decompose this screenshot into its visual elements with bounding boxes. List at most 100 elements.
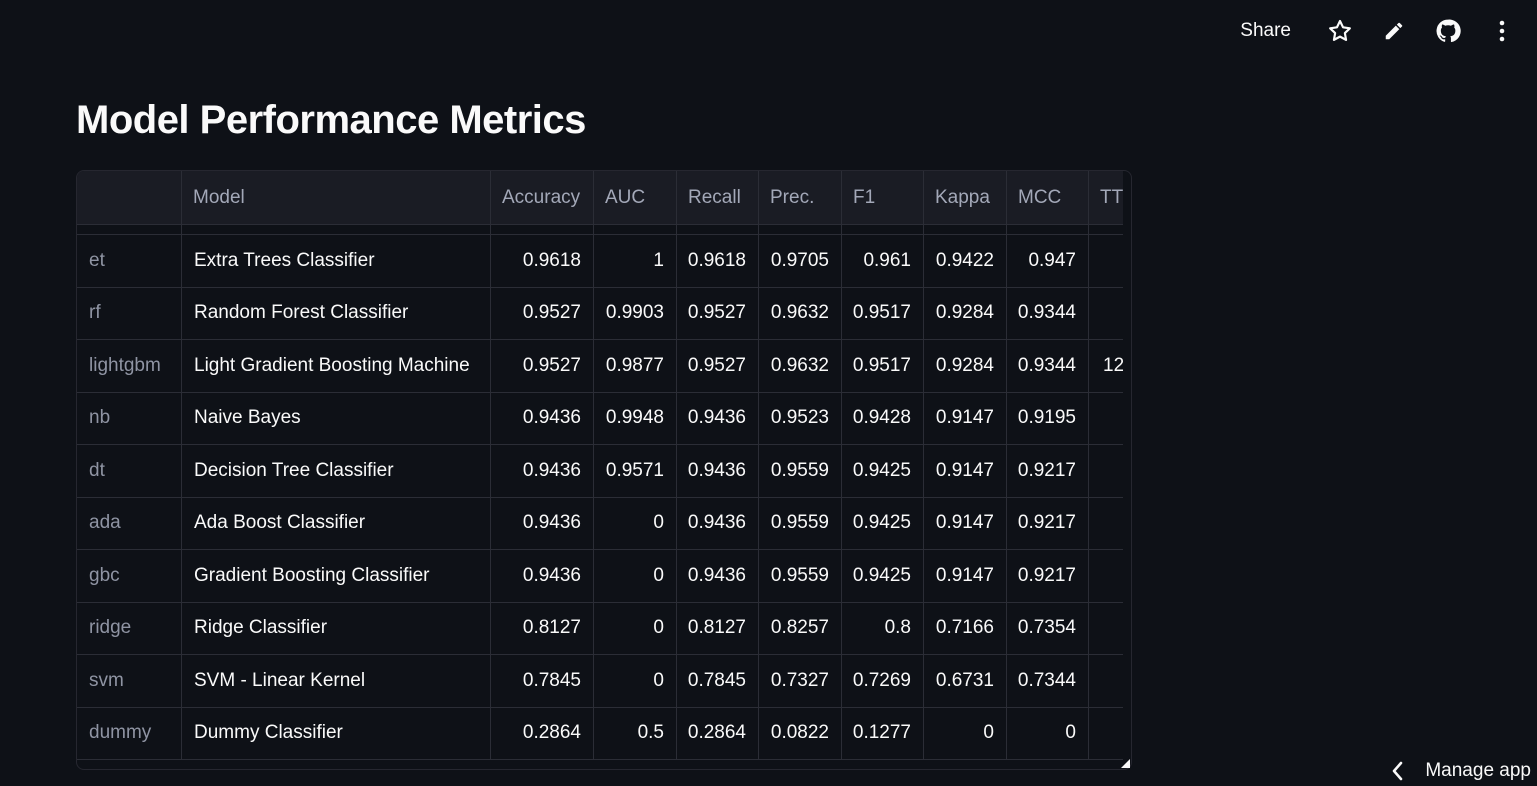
column-header-precision[interactable]: Prec. xyxy=(759,171,842,225)
cell-auc[interactable]: 0 xyxy=(594,602,677,654)
cell-kappa[interactable]: 0.9422 xyxy=(924,235,1007,287)
cell-model[interactable]: SVM - Linear Kernel xyxy=(182,655,491,707)
cell-auc[interactable]: 0 xyxy=(594,497,677,549)
cell-rec[interactable]: 0.9618 xyxy=(677,235,759,287)
cell-f1[interactable]: 0.1277 xyxy=(842,707,924,759)
cell-auc[interactable]: 0 xyxy=(594,550,677,602)
column-header-recall[interactable]: Recall xyxy=(677,171,759,225)
more-vert-icon[interactable] xyxy=(1475,11,1529,51)
cell-rec[interactable]: 0.9436 xyxy=(677,550,759,602)
cell-mcc[interactable]: 0.7344 xyxy=(1007,655,1089,707)
cell-idx[interactable]: et xyxy=(77,235,182,287)
cell-mcc[interactable]: 0.7354 xyxy=(1007,602,1089,654)
cell-kappa[interactable]: 0.9284 xyxy=(924,287,1007,339)
cell-rec[interactable]: 0.9527 xyxy=(677,340,759,392)
cell-prec[interactable]: 0.9705 xyxy=(759,235,842,287)
column-header-f1[interactable]: F1 xyxy=(842,171,924,225)
cell-tt[interactable]: 12 xyxy=(1103,354,1123,376)
cell-model[interactable]: Random Forest Classifier xyxy=(182,287,491,339)
cell-f1[interactable]: 0.9425 xyxy=(842,497,924,549)
cell-model[interactable]: Light Gradient Boosting Machine xyxy=(182,340,491,392)
cell-kappa[interactable]: 0.6731 xyxy=(924,655,1007,707)
cell-mcc[interactable]: 0 xyxy=(1007,707,1089,759)
cell-mcc[interactable]: 0.9344 xyxy=(1007,287,1089,339)
cell-idx[interactable]: dummy xyxy=(77,707,182,759)
manage-app-button[interactable]: Manage app xyxy=(1425,760,1531,781)
cell-tt[interactable] xyxy=(1089,445,1123,497)
chevron-left-icon[interactable] xyxy=(1391,761,1403,781)
cell-tt[interactable] xyxy=(1089,235,1123,287)
cell-kappa[interactable]: 0 xyxy=(924,707,1007,759)
cell-auc[interactable]: 0 xyxy=(594,655,677,707)
cell-prec[interactable]: 0.9559 xyxy=(759,445,842,497)
cell-kappa[interactable]: 0.9147 xyxy=(924,392,1007,444)
cell-model[interactable]: Decision Tree Classifier xyxy=(182,445,491,497)
cell-rec[interactable]: 0.2864 xyxy=(677,707,759,759)
cell-model[interactable]: Naive Bayes xyxy=(182,392,491,444)
cell-f1[interactable]: 0.961 xyxy=(842,235,924,287)
cell-model[interactable]: Extra Trees Classifier xyxy=(182,235,491,287)
resize-handle-icon[interactable] xyxy=(1121,759,1130,768)
cell-mcc[interactable]: 0.9195 xyxy=(1007,392,1089,444)
column-header-mcc[interactable]: MCC xyxy=(1007,171,1089,225)
cell-acc[interactable]: 0.9527 xyxy=(491,287,594,339)
share-button[interactable]: Share xyxy=(1240,20,1291,41)
cell-f1[interactable]: 0.9425 xyxy=(842,445,924,497)
cell-f1[interactable]: 0.9517 xyxy=(842,287,924,339)
cell-idx[interactable]: gbc xyxy=(77,550,182,602)
dataframe[interactable]: Model Accuracy AUC Recall Prec. F1 Kappa… xyxy=(76,170,1132,770)
cell-mcc[interactable]: 0.9217 xyxy=(1007,550,1089,602)
cell-acc[interactable]: 0.9436 xyxy=(491,445,594,497)
column-header-index[interactable] xyxy=(77,171,182,225)
cell-tt[interactable] xyxy=(1089,655,1123,707)
column-header-auc[interactable]: AUC xyxy=(594,171,677,225)
cell-f1[interactable]: 0.8 xyxy=(842,602,924,654)
cell-mcc[interactable]: 0.9217 xyxy=(1007,497,1089,549)
cell-rec[interactable]: 0.9527 xyxy=(677,287,759,339)
cell-kappa[interactable]: 0.9147 xyxy=(924,497,1007,549)
cell-idx[interactable]: dt xyxy=(77,445,182,497)
dataframe-viewport[interactable]: Model Accuracy AUC Recall Prec. F1 Kappa… xyxy=(77,171,1123,769)
cell-acc[interactable]: 0.9618 xyxy=(491,235,594,287)
cell-model[interactable]: Ada Boost Classifier xyxy=(182,497,491,549)
cell-idx[interactable]: svm xyxy=(77,655,182,707)
cell-kappa[interactable]: 0.9147 xyxy=(924,550,1007,602)
cell-auc[interactable]: 0.9571 xyxy=(594,445,677,497)
cell-rec[interactable]: 0.9436 xyxy=(677,497,759,549)
cell-mcc[interactable]: 0.9217 xyxy=(1007,445,1089,497)
manage-app-bar[interactable]: Manage app xyxy=(1391,756,1531,786)
cell-prec[interactable]: 0.9632 xyxy=(759,287,842,339)
cell-model[interactable]: Dummy Classifier xyxy=(182,707,491,759)
cell-kappa[interactable]: 0.9284 xyxy=(924,340,1007,392)
cell-acc[interactable]: 0.9527 xyxy=(491,340,594,392)
cell-prec[interactable]: 0.0822 xyxy=(759,707,842,759)
cell-idx[interactable]: rf xyxy=(77,287,182,339)
cell-prec[interactable]: 0.9523 xyxy=(759,392,842,444)
cell-prec[interactable]: 0.9559 xyxy=(759,497,842,549)
cell-prec[interactable]: 0.8257 xyxy=(759,602,842,654)
cell-acc[interactable]: 0.9436 xyxy=(491,497,594,549)
cell-prec[interactable]: 0.7327 xyxy=(759,655,842,707)
cell-f1[interactable]: 0.9428 xyxy=(842,392,924,444)
column-header-model[interactable]: Model xyxy=(182,171,491,225)
cell-model[interactable]: Gradient Boosting Classifier xyxy=(182,550,491,602)
cell-rec[interactable]: 0.7845 xyxy=(677,655,759,707)
cell-acc[interactable]: 0.2864 xyxy=(491,707,594,759)
cell-tt[interactable] xyxy=(1089,498,1123,550)
cell-idx[interactable]: nb xyxy=(77,392,182,444)
cell-mcc[interactable]: 0.9344 xyxy=(1007,340,1089,392)
cell-prec[interactable]: 0.9632 xyxy=(759,340,842,392)
cell-auc[interactable]: 0.9877 xyxy=(594,340,677,392)
column-header-tt[interactable]: TT xyxy=(1100,187,1123,208)
cell-tt[interactable] xyxy=(1089,288,1123,340)
column-header-kappa[interactable]: Kappa xyxy=(924,171,1007,225)
cell-f1[interactable]: 0.9517 xyxy=(842,340,924,392)
cell-acc[interactable]: 0.7845 xyxy=(491,655,594,707)
cell-kappa[interactable]: 0.7166 xyxy=(924,602,1007,654)
cell-model[interactable]: Ridge Classifier xyxy=(182,602,491,654)
cell-idx[interactable]: lightgbm xyxy=(77,340,182,392)
cell-idx[interactable]: ridge xyxy=(77,602,182,654)
cell-acc[interactable]: 0.9436 xyxy=(491,550,594,602)
cell-tt[interactable] xyxy=(1089,708,1123,760)
cell-tt[interactable] xyxy=(1089,603,1123,655)
